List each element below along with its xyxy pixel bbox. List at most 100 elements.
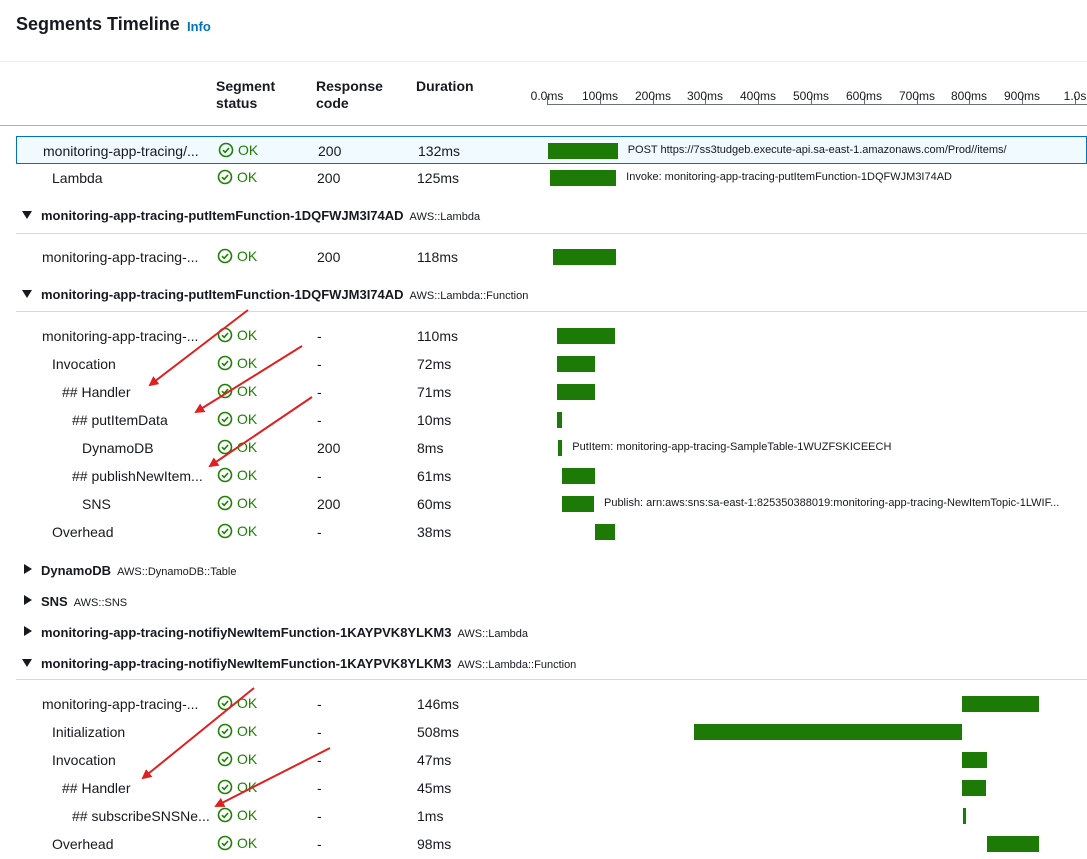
segment-name: ## Handler <box>62 780 131 796</box>
group-name: DynamoDB AWS::DynamoDB::Table <box>41 563 237 578</box>
table-row[interactable]: monitoring-app-tracing-... OK 200 118ms <box>16 243 1087 271</box>
segment-duration: 146ms <box>417 696 460 712</box>
caret-right-icon[interactable] <box>24 564 32 574</box>
status-text: OK <box>237 169 258 185</box>
status-text: OK <box>238 142 259 158</box>
group-header-notify-lambda[interactable]: monitoring-app-tracing-notifiyNewItemFun… <box>16 622 1087 646</box>
timeline-bar[interactable] <box>962 752 987 768</box>
page-title: Segments Timeline <box>16 14 180 34</box>
status-text: OK <box>237 495 258 511</box>
check-circle-icon <box>217 523 233 539</box>
group-header-notify-function[interactable]: monitoring-app-tracing-notifiyNewItemFun… <box>16 653 1087 677</box>
table-row[interactable]: ## Handler OK - 45ms <box>16 774 1087 802</box>
segment-name: DynamoDB <box>82 440 154 456</box>
status-text: OK <box>237 695 258 711</box>
segment-name: Invocation <box>52 356 116 372</box>
caret-down-icon[interactable] <box>22 659 32 667</box>
segment-duration: 132ms <box>418 143 461 159</box>
response-code: - <box>317 780 322 796</box>
table-row[interactable]: Overhead OK - 98ms <box>16 830 1087 858</box>
timeline-bar[interactable] <box>962 696 1040 712</box>
response-code: 200 <box>317 440 341 456</box>
segment-duration: 110ms <box>417 328 458 344</box>
response-code: 200 <box>318 143 342 159</box>
timeline-bar[interactable] <box>550 170 617 186</box>
timeline-bar[interactable] <box>553 249 616 265</box>
timeline-tick-label: 300ms <box>686 89 724 103</box>
column-header-status[interactable]: Segment status <box>216 78 276 111</box>
segment-duration: 10ms <box>417 412 452 428</box>
table-row[interactable]: Overhead OK - 38ms <box>16 518 1087 546</box>
column-header-code[interactable]: Response code <box>316 78 383 111</box>
group-header-putitem-lambda[interactable]: monitoring-app-tracing-putItemFunction-1… <box>16 205 1087 229</box>
timeline-tick-label: 1.0s <box>1063 89 1087 103</box>
segment-name: Invocation <box>52 752 116 768</box>
caret-down-icon[interactable] <box>22 211 32 219</box>
table-row[interactable]: SNS OK 200 60ms Publish: arn:aws:sns:sa-east… <box>16 490 1087 518</box>
table-row[interactable]: DynamoDB OK 200 8ms PutItem: monitoring-app-… <box>16 434 1087 462</box>
check-circle-icon <box>217 327 233 343</box>
segment-name: monitoring-app-tracing-... <box>42 328 199 344</box>
timeline-tick <box>600 96 601 105</box>
caret-down-icon[interactable] <box>22 290 32 298</box>
response-code: - <box>317 836 322 852</box>
response-code: 200 <box>317 249 341 265</box>
status-text: OK <box>237 723 258 739</box>
response-code: - <box>317 524 322 540</box>
timeline-bar[interactable] <box>562 468 595 484</box>
timeline-bar[interactable] <box>562 496 594 512</box>
table-row[interactable]: monitoring-app-tracing-... OK - 146ms <box>16 690 1087 718</box>
segment-status: OK <box>217 523 257 539</box>
caret-right-icon[interactable] <box>24 595 32 605</box>
column-header-duration[interactable]: Duration <box>416 78 474 94</box>
panel-header: Segments Timeline Info <box>0 0 1087 62</box>
timeline-bar[interactable] <box>963 808 967 824</box>
table-row[interactable]: Invocation OK - 47ms <box>16 746 1087 774</box>
status-text: OK <box>237 411 258 427</box>
response-code: - <box>317 384 322 400</box>
group-type: AWS::Lambda <box>409 211 481 223</box>
timeline-bar[interactable] <box>557 412 563 428</box>
table-row[interactable]: monitoring-app-tracing/... OK 200 132ms POST… <box>16 136 1087 164</box>
check-circle-icon <box>217 495 233 511</box>
check-circle-icon <box>217 467 233 483</box>
caret-right-icon[interactable] <box>24 626 32 636</box>
segment-status: OK <box>217 355 257 371</box>
group-header-sns[interactable]: SNS AWS::SNS <box>16 591 1087 615</box>
segment-status: OK <box>217 751 257 767</box>
timeline-tick <box>811 96 812 105</box>
table-row[interactable]: Invocation OK - 72ms <box>16 350 1087 378</box>
segment-status: OK <box>217 439 257 455</box>
timeline-bar[interactable] <box>548 143 618 159</box>
group-type: AWS::Lambda <box>457 628 528 640</box>
segment-duration: 71ms <box>417 384 452 400</box>
segment-status: OK <box>217 779 257 795</box>
timeline-bar[interactable] <box>557 328 616 344</box>
timeline-tick <box>1075 96 1076 105</box>
timeline-bar[interactable] <box>558 440 563 456</box>
timeline-bar[interactable] <box>557 384 595 400</box>
timeline-bar[interactable] <box>962 780 986 796</box>
info-link[interactable]: Info <box>187 19 211 34</box>
table-row[interactable]: Lambda OK 200 125ms Invoke: monitoring-app-t… <box>16 164 1087 192</box>
table-row[interactable]: ## subscribeSNSNe... OK - 1ms <box>16 802 1087 830</box>
timeline-bar[interactable] <box>595 524 616 540</box>
table-row[interactable]: ## putItemData OK - 10ms <box>16 406 1087 434</box>
check-circle-icon <box>217 751 233 767</box>
timeline-bar[interactable] <box>987 836 1040 852</box>
table-row[interactable]: monitoring-app-tracing-... OK - 110ms <box>16 322 1087 350</box>
segment-status: OK <box>217 695 257 711</box>
timeline-tick <box>1022 96 1023 105</box>
group-type: AWS::Lambda::Function <box>409 290 529 302</box>
status-text: OK <box>237 467 258 483</box>
segment-status: OK <box>217 467 257 483</box>
table-row[interactable]: Initialization OK - 508ms <box>16 718 1087 746</box>
group-header-putitem-function[interactable]: monitoring-app-tracing-putItemFunction-1… <box>16 284 1087 308</box>
group-header-dynamodb-table[interactable]: DynamoDB AWS::DynamoDB::Table <box>16 560 1087 584</box>
timeline-bar[interactable] <box>693 724 962 740</box>
table-row[interactable]: ## Handler OK - 71ms <box>16 378 1087 406</box>
response-code: - <box>317 696 322 712</box>
timeline-bar[interactable] <box>557 356 596 372</box>
table-row[interactable]: ## publishNewItem... OK - 61ms <box>16 462 1087 490</box>
status-text: OK <box>237 779 258 795</box>
